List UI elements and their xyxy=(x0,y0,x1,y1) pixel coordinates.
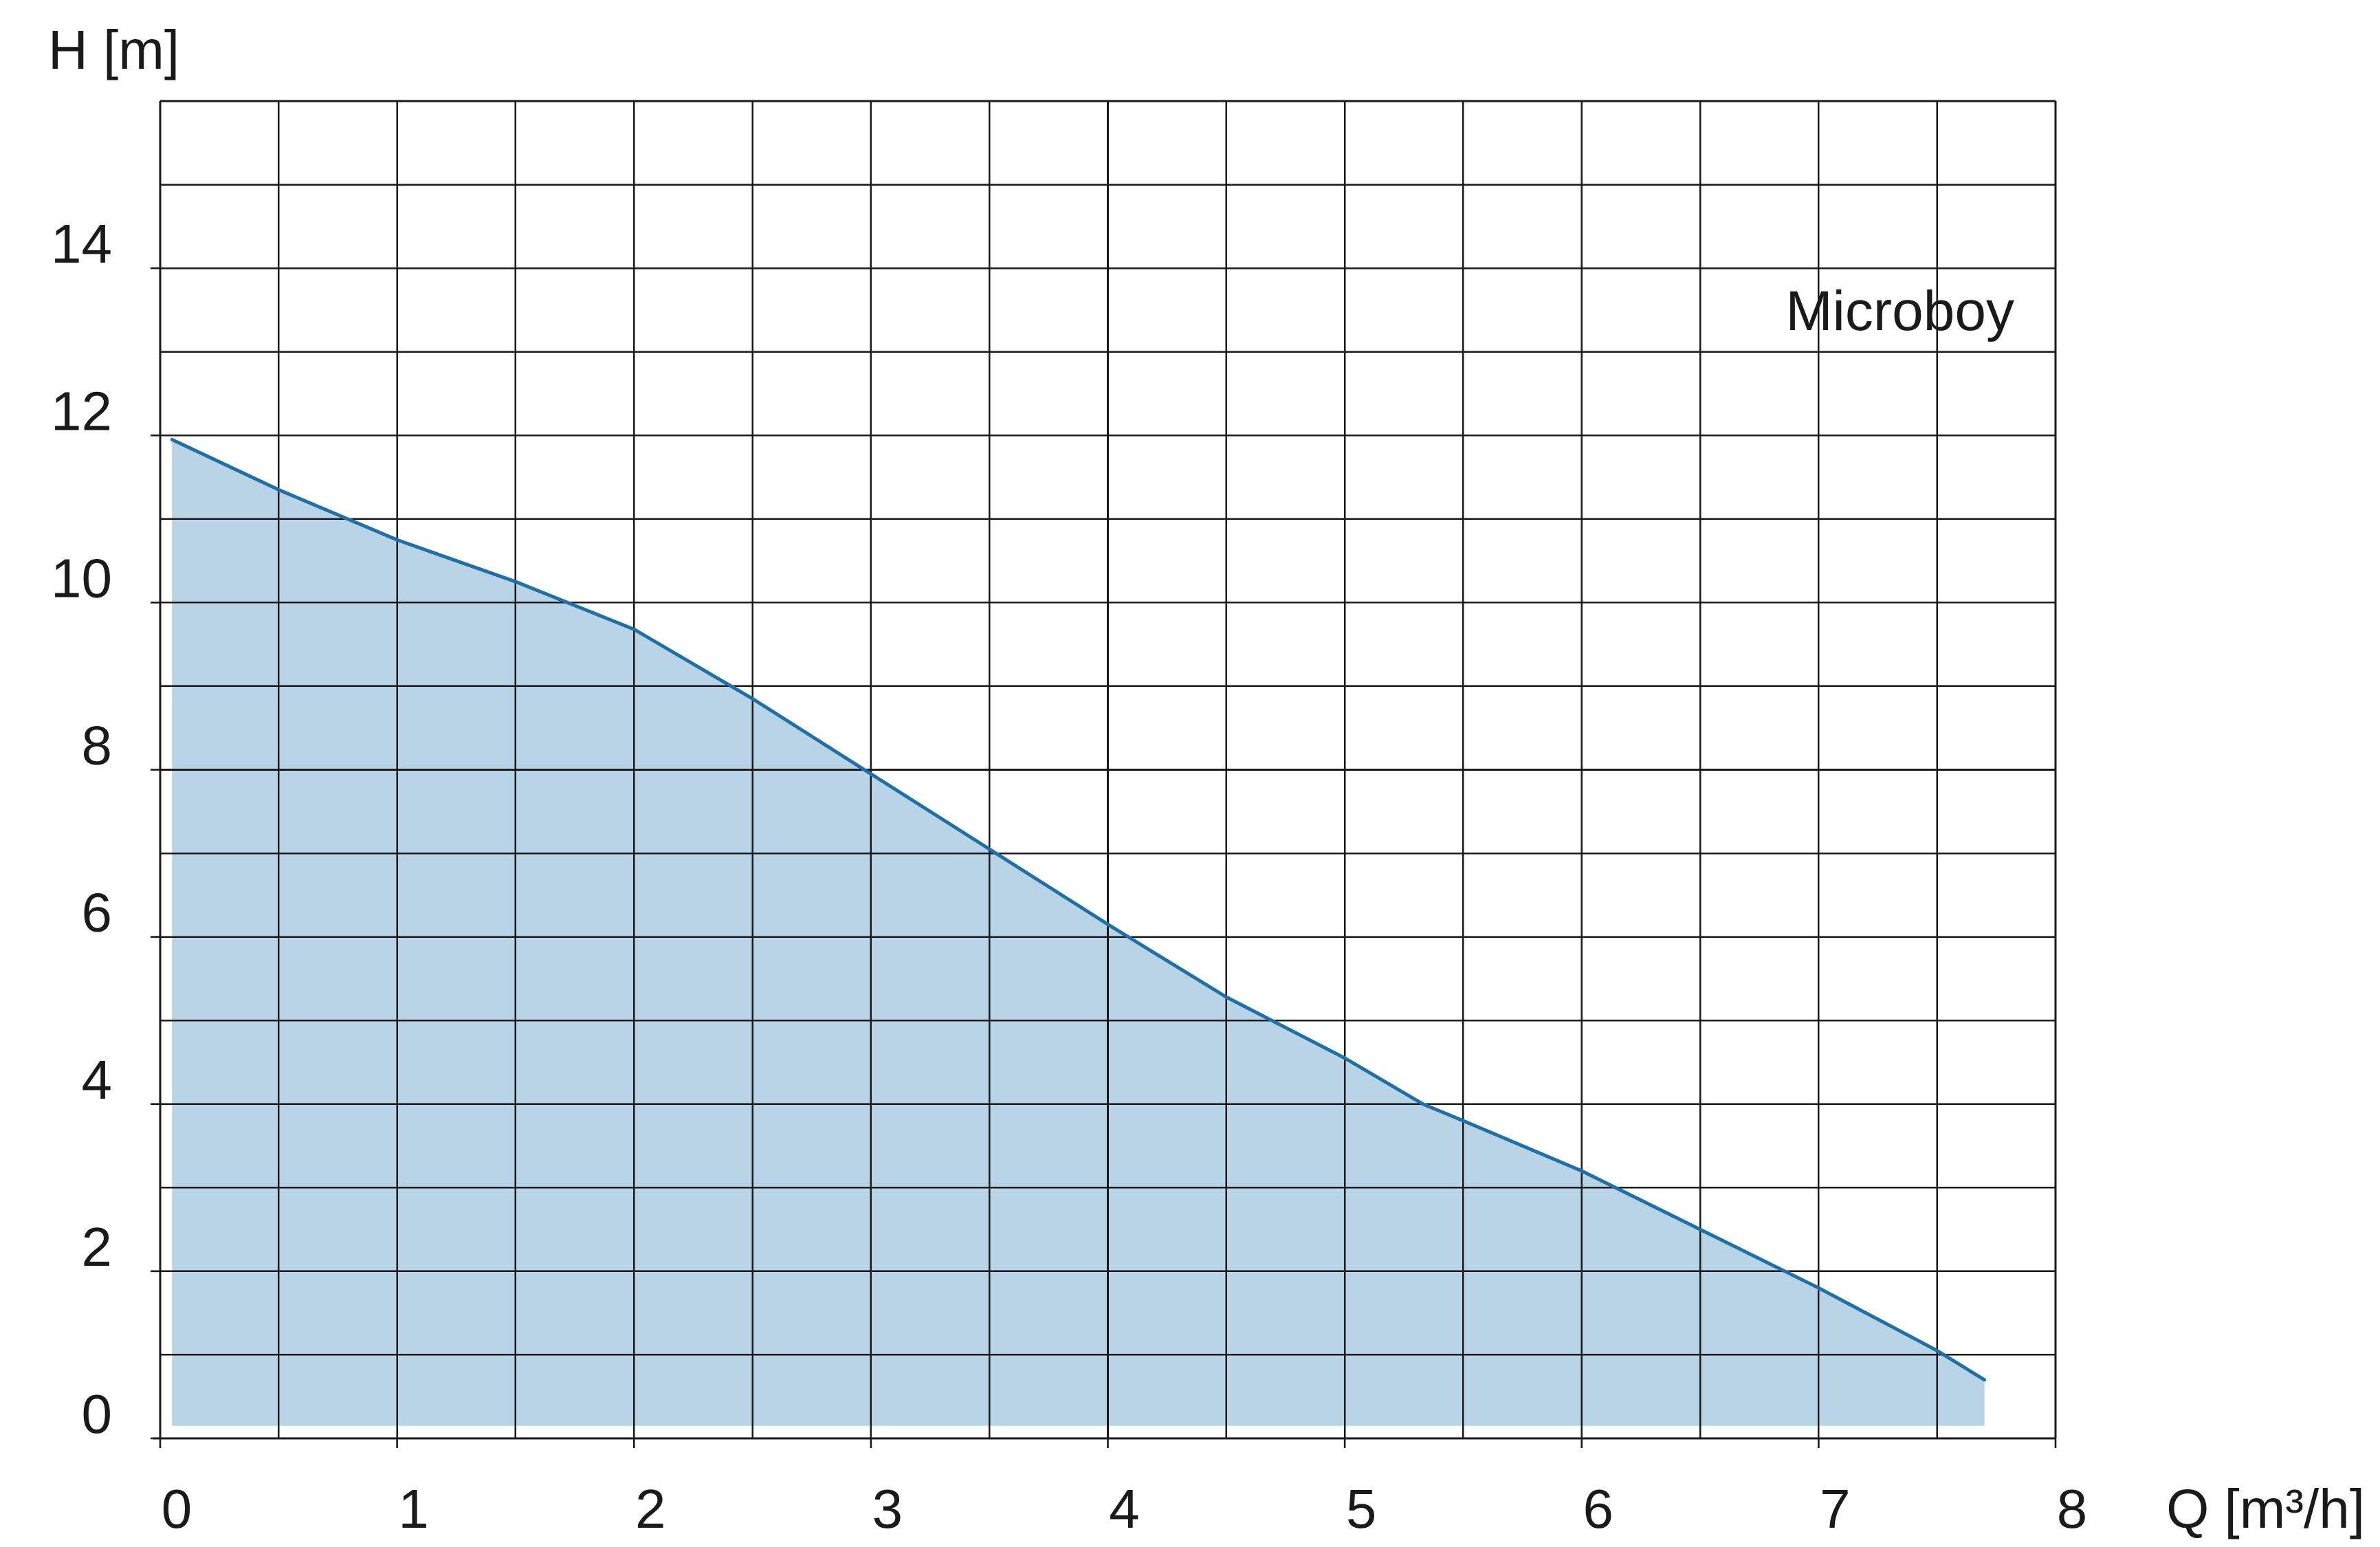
y-tick-label: 10 xyxy=(51,547,112,608)
y-tick-label: 12 xyxy=(51,380,112,441)
series-label-microboy: Microboy xyxy=(1785,280,2014,342)
grid-layer xyxy=(153,100,2057,1440)
y-tick-label: 2 xyxy=(82,1216,113,1277)
curve-layer xyxy=(170,437,1987,1382)
curve-fill-layer xyxy=(172,439,1985,1426)
y-tick-label: 0 xyxy=(82,1383,113,1445)
performance-curve-line xyxy=(170,437,1987,1382)
x-tick-label: 4 xyxy=(1109,1478,1140,1539)
x-tick-label: 0 xyxy=(162,1478,192,1539)
x-axis-title: Q [m³/h] xyxy=(2166,1478,2365,1539)
x-tick-label: 6 xyxy=(1583,1478,1614,1539)
y-tick-label: 6 xyxy=(82,882,113,943)
y-tick-label: 4 xyxy=(82,1049,113,1110)
curve-fill-area xyxy=(172,439,1985,1426)
x-tick-label: 1 xyxy=(398,1478,429,1539)
x-tick-label: 3 xyxy=(872,1478,903,1539)
x-tick-label: 7 xyxy=(1820,1478,1851,1539)
x-tick-label: 8 xyxy=(2057,1478,2088,1539)
y-tick-label: 14 xyxy=(51,213,112,274)
x-tick-label: 2 xyxy=(635,1478,666,1539)
x-tick-label: 5 xyxy=(1346,1478,1377,1539)
tick-layer xyxy=(151,267,2057,1448)
y-axis-title: H [m] xyxy=(48,19,179,80)
y-tick-label: 8 xyxy=(82,715,113,776)
